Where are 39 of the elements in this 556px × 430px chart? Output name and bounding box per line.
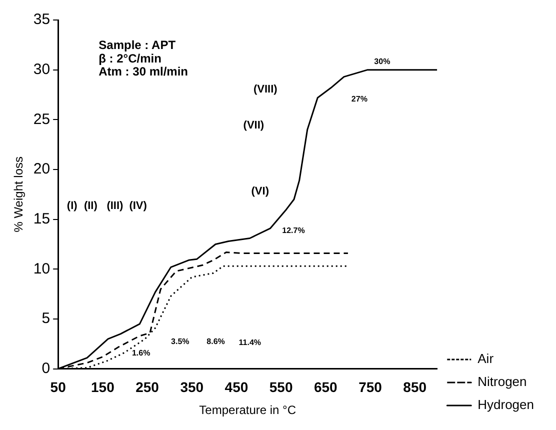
annotation: (IV) [129, 200, 148, 212]
annotation: (VI) [251, 186, 270, 198]
y-tick-label: 0 [42, 360, 50, 377]
x-tick-label: 450 [224, 379, 248, 396]
y-tick-label: 25 [33, 110, 50, 128]
y-tick-label: 5 [42, 310, 50, 328]
x-tick-label: 850 [403, 379, 427, 396]
annotation: 11.4% [238, 338, 262, 348]
y-tick-label: 20 [33, 160, 50, 178]
annotation: (III) [106, 200, 124, 212]
annotation: Atm : 30 ml/min [98, 64, 188, 79]
annotation: β : 2°C/min [98, 51, 162, 66]
annotation: Sample : APT [98, 38, 176, 52]
x-tick-label: 650 [314, 379, 338, 396]
y-axis-title: % Weight loss [12, 156, 26, 232]
annotation: (I) [66, 200, 78, 212]
x-tick-label: 550 [269, 379, 293, 396]
legend-label: Nitrogen [478, 374, 527, 390]
annotation: (II) [84, 200, 98, 212]
x-tick-label: 50 [50, 379, 66, 396]
annotation: 27% [351, 94, 368, 104]
legend-label: Air [478, 351, 494, 366]
y-tick-label: 35 [33, 11, 50, 28]
x-tick-label: 350 [180, 379, 204, 396]
annotation: (VIII) [254, 83, 278, 96]
x-tick-label: 750 [358, 379, 382, 396]
legend-label: Hydrogen [478, 397, 534, 412]
annotation: 3.5% [171, 337, 190, 346]
annotation: 8.6% [206, 337, 225, 346]
x-axis-title: Temperature in °C [199, 403, 296, 418]
annotation: 1.6% [132, 348, 150, 358]
y-tick-label: 15 [33, 210, 50, 228]
annotation: 30% [374, 57, 390, 66]
y-tick-label: 30 [33, 60, 50, 78]
annotation: 12.7% [282, 226, 305, 235]
y-tick-label: 10 [33, 260, 50, 278]
x-tick-label: 250 [136, 379, 160, 396]
annotation: (VII) [243, 120, 264, 132]
x-tick-label: 150 [91, 379, 115, 396]
